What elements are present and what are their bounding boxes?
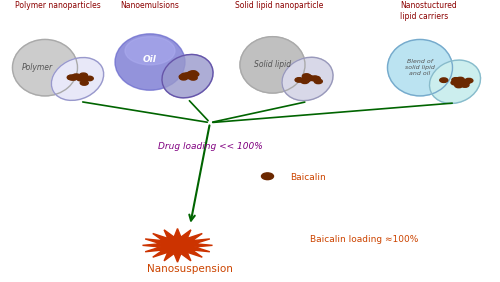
Text: Solid lipid nanoparticle: Solid lipid nanoparticle — [235, 1, 324, 10]
Circle shape — [462, 80, 470, 85]
Text: Drug loading << 100%: Drug loading << 100% — [158, 142, 262, 151]
Circle shape — [68, 75, 76, 80]
Ellipse shape — [282, 57, 333, 101]
Circle shape — [302, 76, 310, 81]
Circle shape — [312, 76, 320, 81]
Polygon shape — [142, 228, 212, 262]
Circle shape — [85, 76, 93, 81]
Circle shape — [77, 76, 85, 81]
Circle shape — [458, 80, 466, 84]
Ellipse shape — [52, 58, 104, 100]
Circle shape — [452, 80, 460, 84]
Text: Nanoemulsions: Nanoemulsions — [120, 1, 179, 10]
Circle shape — [179, 74, 187, 79]
Ellipse shape — [12, 39, 78, 96]
Circle shape — [184, 74, 192, 78]
Circle shape — [78, 76, 86, 81]
Circle shape — [80, 81, 88, 85]
Circle shape — [262, 173, 274, 180]
Circle shape — [186, 74, 194, 79]
Circle shape — [301, 79, 309, 83]
Ellipse shape — [162, 54, 213, 98]
Text: Nanosuspension: Nanosuspension — [147, 264, 233, 274]
Circle shape — [302, 74, 310, 79]
Circle shape — [314, 79, 322, 84]
Circle shape — [69, 76, 77, 80]
Circle shape — [80, 73, 88, 78]
Text: Polymer: Polymer — [22, 63, 53, 72]
Circle shape — [460, 80, 468, 85]
Circle shape — [440, 78, 448, 82]
Circle shape — [454, 83, 462, 88]
Circle shape — [191, 72, 199, 76]
Circle shape — [452, 80, 460, 85]
Text: Oil: Oil — [143, 55, 157, 64]
Text: Nanostuctured
lipid carriers: Nanostuctured lipid carriers — [400, 1, 457, 21]
Text: Baicalin loading ≈100%: Baicalin loading ≈100% — [310, 235, 418, 244]
Text: Polymer nanoparticles: Polymer nanoparticles — [15, 1, 101, 10]
Circle shape — [70, 75, 78, 80]
Circle shape — [306, 76, 314, 81]
Circle shape — [78, 75, 86, 80]
Circle shape — [310, 76, 318, 81]
Circle shape — [188, 71, 196, 76]
Circle shape — [456, 77, 464, 82]
Circle shape — [295, 78, 303, 82]
Circle shape — [72, 74, 80, 78]
Circle shape — [190, 72, 198, 77]
Ellipse shape — [115, 34, 185, 90]
Circle shape — [451, 80, 459, 85]
Circle shape — [189, 76, 197, 80]
Circle shape — [304, 75, 312, 80]
Circle shape — [190, 71, 198, 75]
Ellipse shape — [388, 39, 452, 96]
Ellipse shape — [125, 37, 175, 65]
Circle shape — [302, 78, 310, 82]
Circle shape — [68, 75, 76, 80]
Text: Solid lipid: Solid lipid — [254, 60, 291, 69]
Circle shape — [184, 74, 192, 78]
Text: Blend of
solid lipid
and oil: Blend of solid lipid and oil — [405, 60, 435, 76]
Text: Baicalin: Baicalin — [290, 173, 326, 182]
Circle shape — [184, 74, 192, 78]
Circle shape — [181, 73, 189, 78]
Circle shape — [452, 78, 460, 82]
Ellipse shape — [240, 37, 305, 93]
Ellipse shape — [430, 60, 480, 103]
Circle shape — [184, 73, 192, 77]
Circle shape — [180, 76, 188, 80]
Circle shape — [302, 74, 310, 78]
Circle shape — [461, 83, 469, 87]
Circle shape — [311, 76, 319, 81]
Circle shape — [80, 77, 88, 81]
Circle shape — [465, 78, 473, 83]
